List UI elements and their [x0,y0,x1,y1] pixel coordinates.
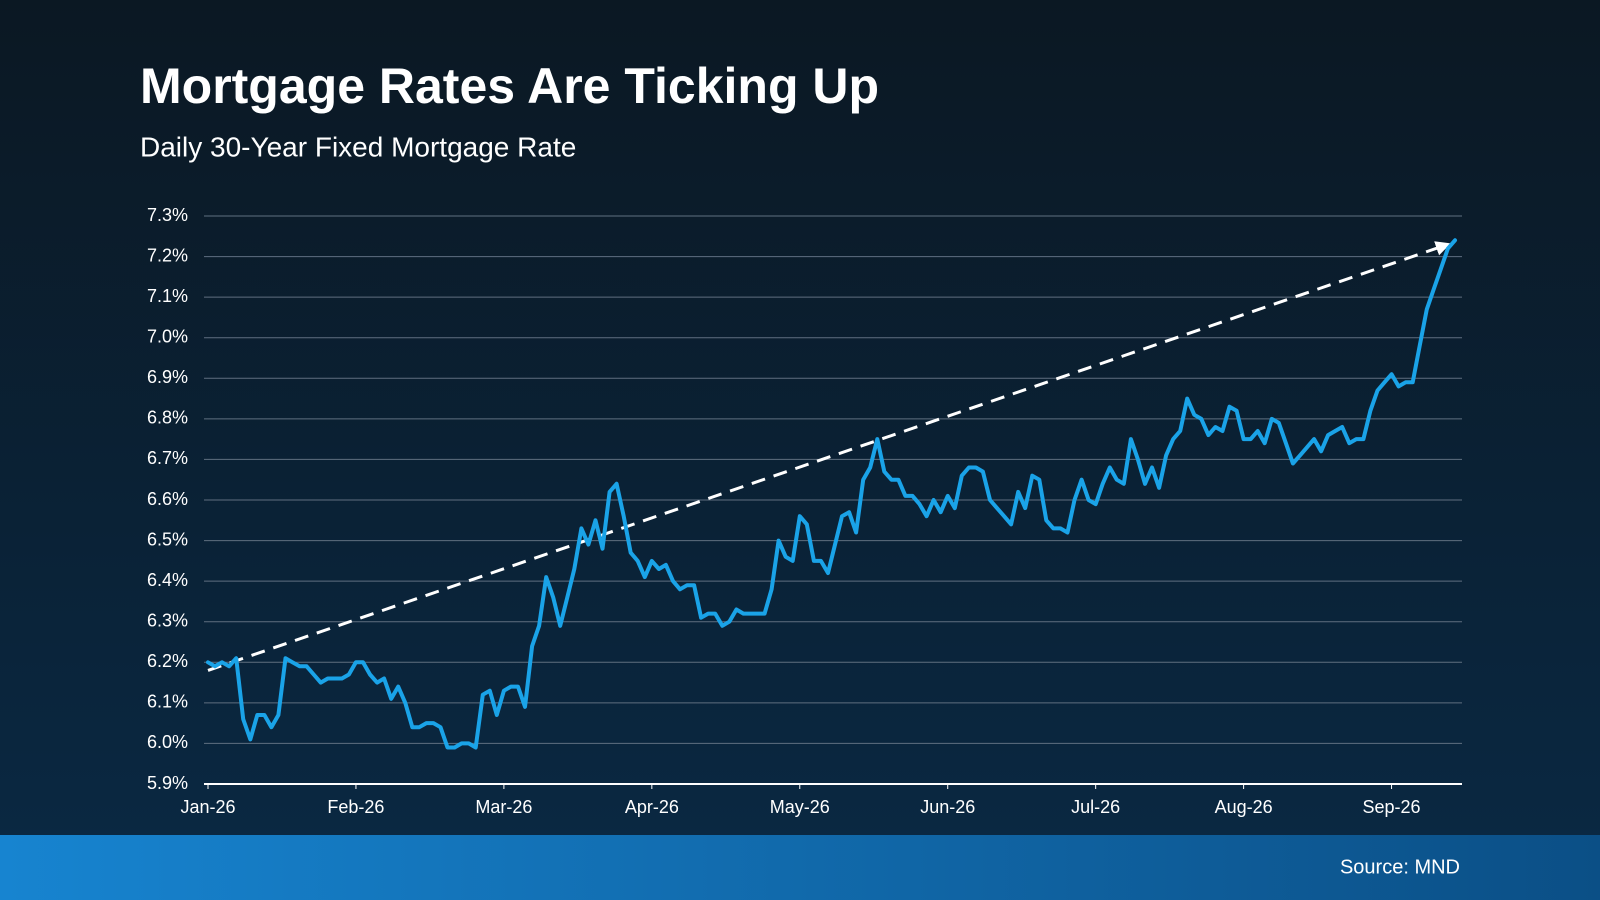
y-tick-label: 7.0% [147,326,188,346]
y-tick-label: 6.9% [147,367,188,387]
source-note: Source: MND [1340,856,1460,878]
y-tick-label: 7.2% [147,245,188,265]
y-tick-label: 7.1% [147,286,188,306]
chart-subtitle: Daily 30-Year Fixed Mortgage Rate [140,131,576,162]
y-tick-label: 6.7% [147,448,188,468]
x-tick-label: Feb-26 [327,797,384,817]
y-tick-label: 7.3% [147,205,188,225]
y-tick-label: 6.0% [147,732,188,752]
x-tick-label: Aug-26 [1215,797,1273,817]
y-tick-label: 6.8% [147,408,188,428]
footer-band [0,835,1600,900]
x-tick-label: Mar-26 [475,797,532,817]
y-tick-label: 6.5% [147,529,188,549]
y-tick-label: 6.1% [147,692,188,712]
x-tick-label: Sep-26 [1363,797,1421,817]
rate-line [206,238,1457,750]
y-tick-label: 6.3% [147,610,188,630]
chart-title: Mortgage Rates Are Ticking Up [140,58,879,114]
y-tick-label: 6.6% [147,489,188,509]
x-tick-label: Jul-26 [1071,797,1120,817]
y-tick-label: 5.9% [147,773,188,793]
x-tick-label: Apr-26 [625,797,679,817]
y-tick-label: 6.4% [147,570,188,590]
x-tick-label: Jun-26 [920,797,975,817]
y-tick-label: 6.2% [147,651,188,671]
x-tick-label: May-26 [770,797,830,817]
trend-arrow [207,241,1451,672]
x-tick-label: Jan-26 [180,797,235,817]
